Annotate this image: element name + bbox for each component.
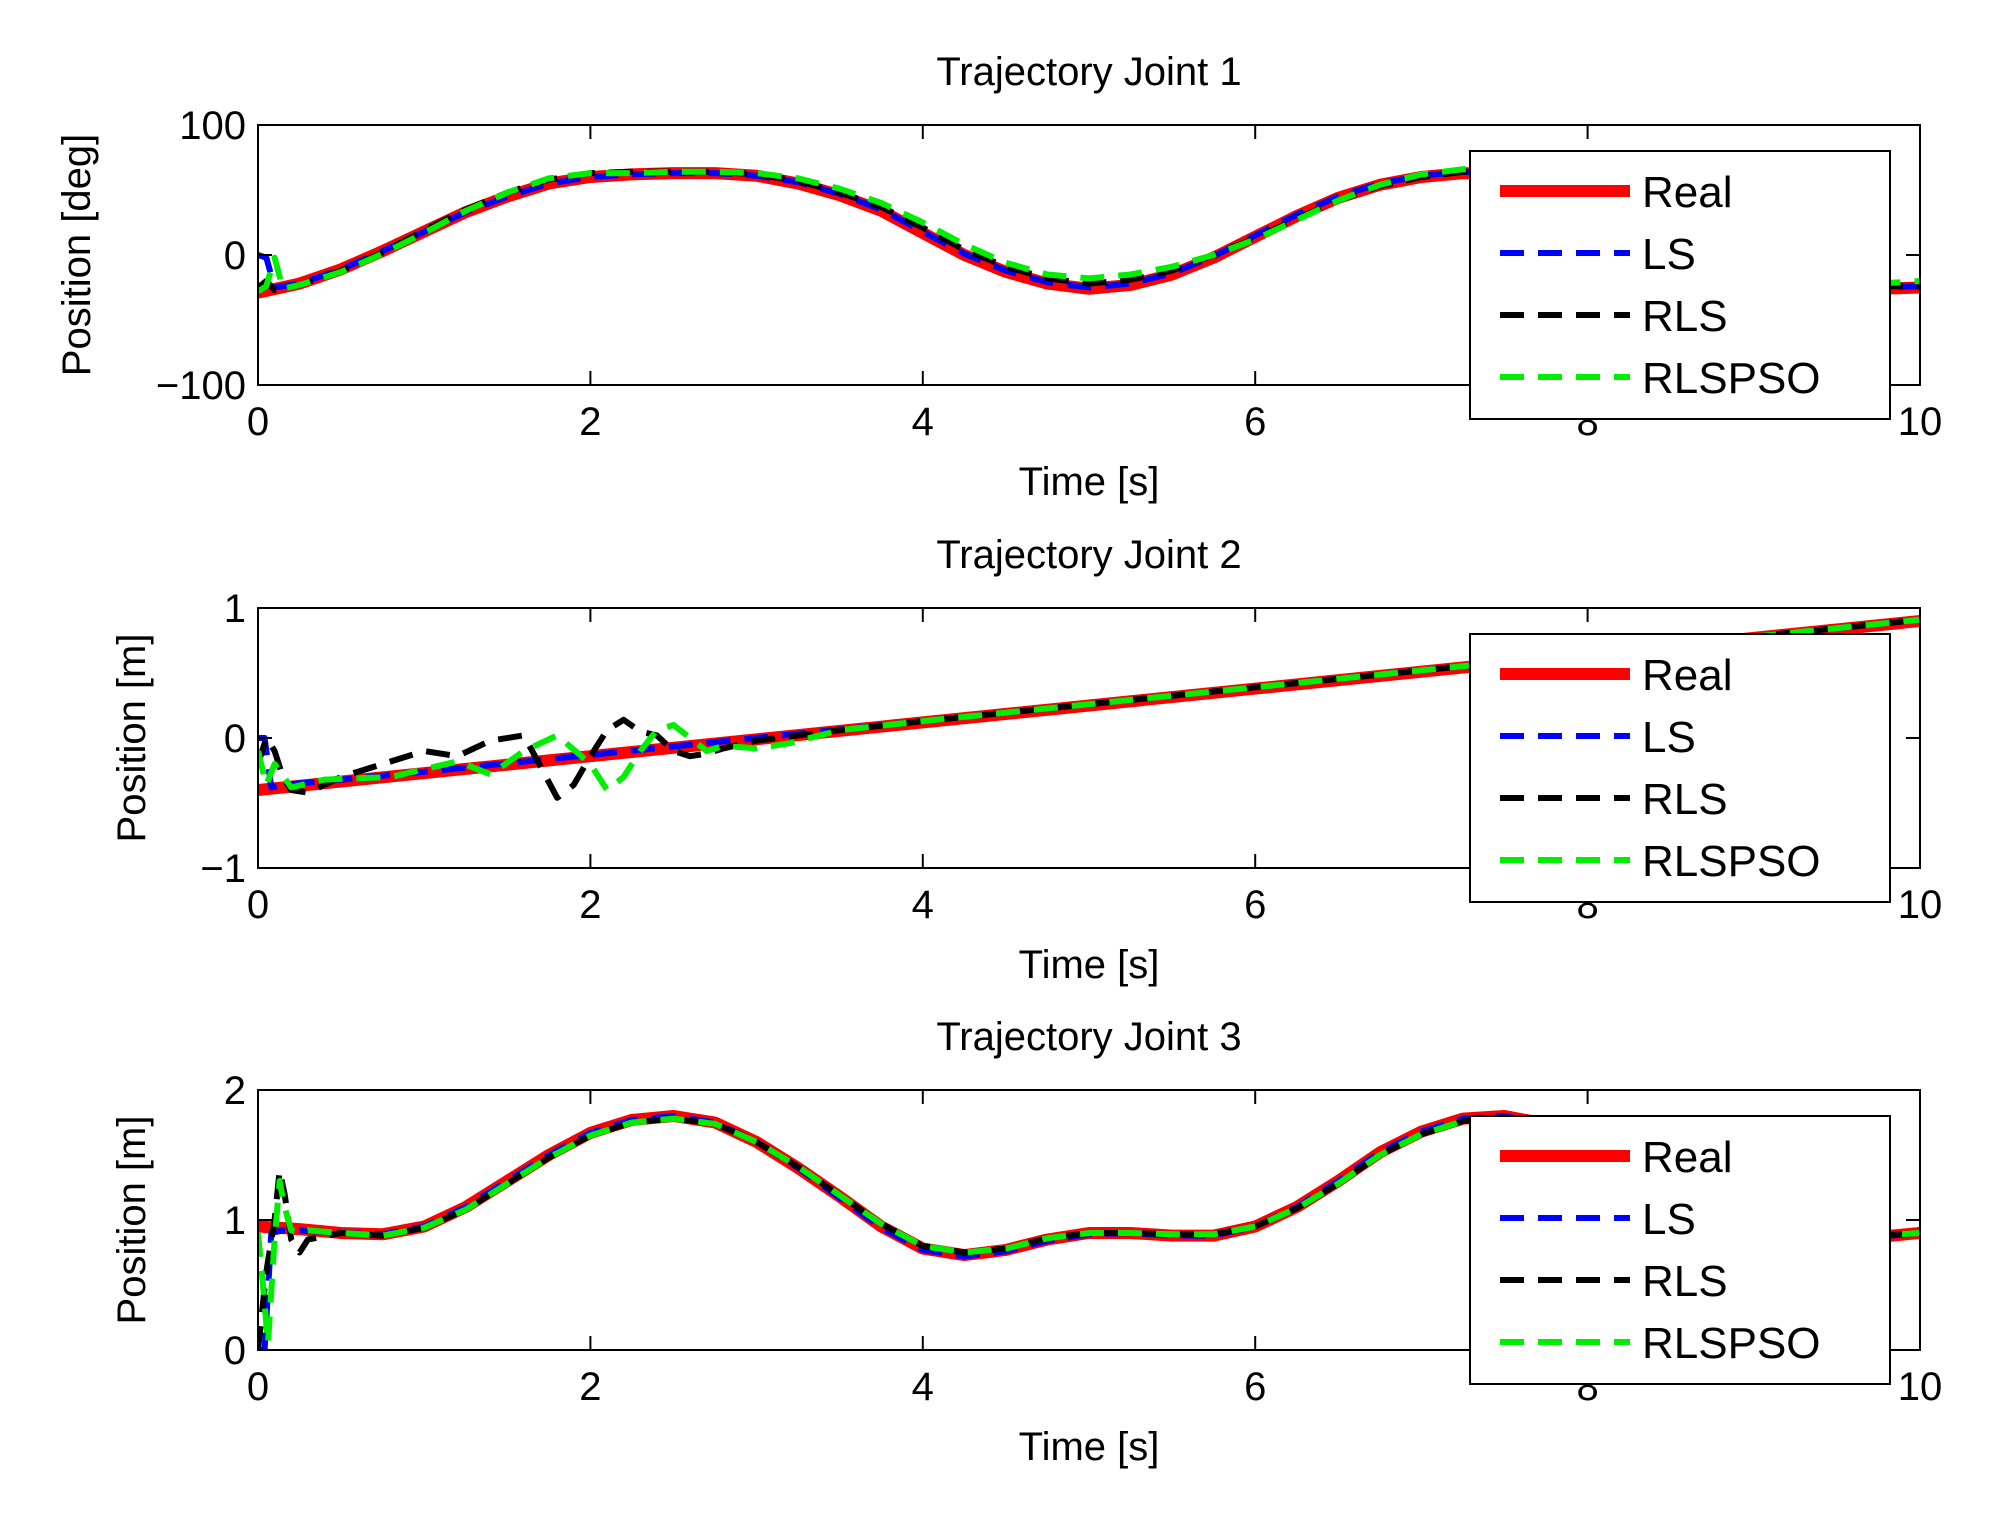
y-tick-label: 2 [224, 1069, 246, 1113]
x-tick-label: 0 [247, 1365, 269, 1409]
legend-label-real: Real [1642, 651, 1733, 700]
y-tick-label: 0 [224, 717, 246, 761]
x-tick-label: 4 [912, 400, 934, 444]
y-tick-label: −1 [200, 847, 246, 891]
x-tick-label: 2 [579, 1365, 601, 1409]
series-line-rls [258, 616, 1920, 801]
legend-label-rlspso: RLSPSO [1642, 1319, 1821, 1368]
chart-title: Trajectory Joint 1 [936, 50, 1241, 94]
x-axis-label: Time [s] [1019, 943, 1160, 987]
x-tick-label: 6 [1244, 400, 1266, 444]
legend-label-rlspso: RLSPSO [1642, 354, 1821, 403]
legend-label-real: Real [1642, 1133, 1733, 1182]
chart-title: Trajectory Joint 3 [936, 1015, 1241, 1059]
x-tick-label: 4 [912, 1365, 934, 1409]
x-axis-label: Time [s] [1019, 1425, 1160, 1469]
x-tick-label: 0 [247, 883, 269, 927]
x-tick-label: 10 [1898, 1365, 1943, 1409]
legend-label-real: Real [1642, 168, 1733, 217]
legend: Real LS RLS RLSPSO [1469, 150, 1891, 420]
y-tick-label: 1 [224, 587, 246, 631]
y-axis-label: Position [deg] [55, 134, 99, 376]
x-tick-label: 10 [1898, 400, 1943, 444]
y-tick-label: −100 [156, 364, 246, 408]
y-axis-label: Position [m] [110, 1116, 154, 1325]
x-tick-label: 10 [1898, 883, 1943, 927]
legend-label-rls: RLS [1642, 292, 1728, 341]
x-tick-label: 6 [1244, 1365, 1266, 1409]
x-tick-label: 4 [912, 883, 934, 927]
y-tick-label: 0 [224, 1329, 246, 1373]
x-tick-label: 6 [1244, 883, 1266, 927]
legend-label-rls: RLS [1642, 775, 1728, 824]
y-tick-label: 1 [224, 1199, 246, 1243]
legend-label-rlspso: RLSPSO [1642, 837, 1821, 886]
series-line-rlspso [258, 164, 1920, 294]
legend: Real LS RLS RLSPSO [1469, 633, 1891, 903]
legend: Real LS RLS RLSPSO [1469, 1115, 1891, 1385]
x-tick-label: 2 [579, 883, 601, 927]
y-tick-label: 0 [224, 234, 246, 278]
legend-label-rls: RLS [1642, 1257, 1728, 1306]
y-tick-label: 100 [179, 104, 246, 148]
x-tick-label: 0 [247, 400, 269, 444]
legend-label-ls: LS [1642, 713, 1696, 762]
legend-label-ls: LS [1642, 230, 1696, 279]
y-axis-label: Position [m] [110, 634, 154, 843]
series-line-rlspso [258, 616, 1920, 793]
legend-label-ls: LS [1642, 1195, 1696, 1244]
chart-title: Trajectory Joint 2 [936, 533, 1241, 577]
x-tick-label: 2 [579, 400, 601, 444]
x-axis-label: Time [s] [1019, 460, 1160, 504]
